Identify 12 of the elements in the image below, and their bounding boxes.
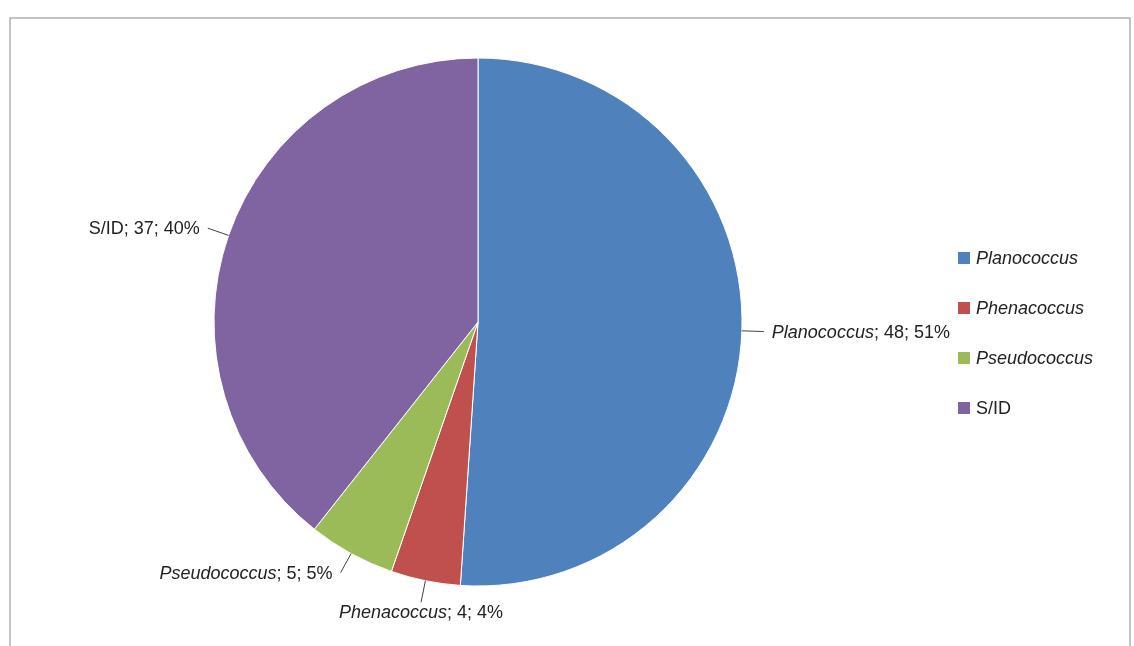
data-label: ; 4; 4% xyxy=(447,602,504,623)
data-label: ; 37; 40% xyxy=(123,218,200,239)
slice-label: Phenacoccus xyxy=(338,602,448,623)
legend-label: S/ID xyxy=(976,398,1012,418)
slice-label: Planococcus xyxy=(771,321,874,342)
data-label: ; 5; 5% xyxy=(276,562,333,583)
legend-label: Phenacoccus xyxy=(976,298,1085,318)
legend-label: Planococcus xyxy=(976,248,1079,268)
data-label: ; 48; 51% xyxy=(873,321,950,342)
slice-label: Pseudococcus xyxy=(159,562,277,583)
slice-label: S/ID xyxy=(88,218,124,239)
legend-label: Pseudococcus xyxy=(976,348,1094,368)
